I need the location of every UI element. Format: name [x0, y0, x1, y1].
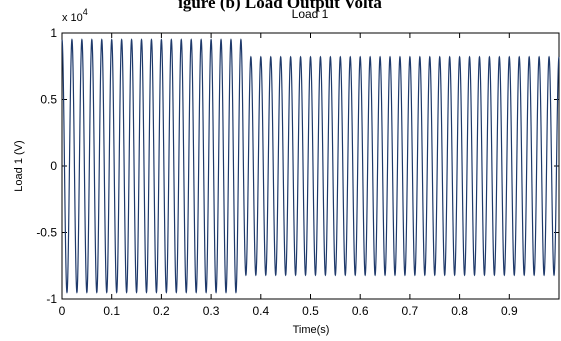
- y-tick-label: 1: [50, 26, 57, 40]
- x-axis-label: Time(s): [293, 324, 330, 336]
- x-tick-label: 0.1: [103, 304, 120, 318]
- x-ticks: 0 0.1 0.2 0.3 0.4 0.5 0.6 0.7 0.8 0.9: [59, 33, 518, 318]
- y-axis-label: Load 1 (V): [13, 140, 25, 191]
- y-ticks: 1 0.5 0 -0.5 -1: [36, 26, 559, 306]
- y-exponent-power: 4: [83, 7, 88, 17]
- x-tick-label: 0: [59, 304, 66, 318]
- y-tick-label: -1: [46, 292, 57, 306]
- x-tick-label: 0.7: [402, 304, 419, 318]
- series-line: [61, 38, 560, 294]
- plot-frame: [61, 32, 560, 300]
- y-tick-label: -0.5: [36, 226, 57, 240]
- x-tick-label: 0.9: [501, 304, 518, 318]
- x-tick-label: 0.5: [302, 304, 319, 318]
- y-tick-label: 0: [50, 159, 57, 173]
- y-exponent-base: x 10: [62, 12, 83, 24]
- x-tick-label: 0.3: [203, 304, 220, 318]
- x-tick-label: 0.8: [451, 304, 468, 318]
- chart-title: Load 1: [292, 7, 329, 21]
- x-tick-label: 0.2: [153, 304, 170, 318]
- cropped-heading: igure (b) Load Output Volta: [178, 0, 382, 12]
- x-tick-label: 0.6: [352, 304, 369, 318]
- x-tick-label: 0.4: [252, 304, 269, 318]
- y-exponent-label: x 104: [62, 7, 88, 24]
- y-tick-label: 0.5: [40, 93, 57, 107]
